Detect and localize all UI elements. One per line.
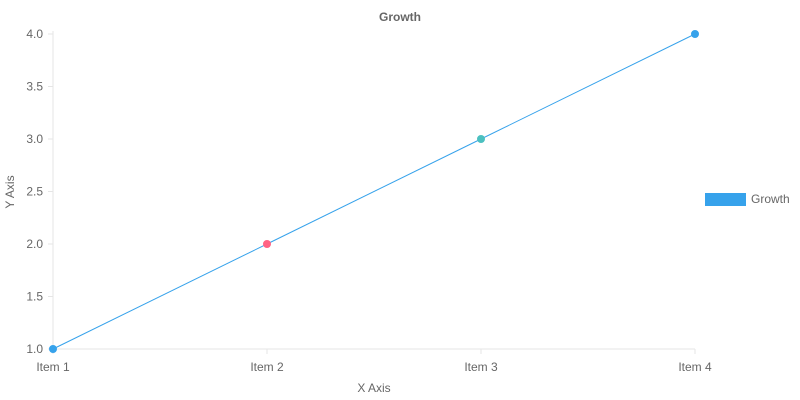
y-axis-title: Y Axis	[3, 175, 17, 208]
x-tick-label: Item 4	[678, 360, 712, 374]
x-tick-label: Item 3	[464, 360, 498, 374]
x-tick-label: Item 2	[250, 360, 284, 374]
legend-label: Growth	[751, 192, 790, 206]
data-point[interactable]	[49, 345, 57, 353]
y-tick-label: 1.5	[26, 290, 43, 304]
x-axis-title: X Axis	[357, 381, 390, 395]
legend[interactable]: Growth	[705, 192, 790, 206]
series-layer	[49, 30, 699, 353]
y-tick-label: 3.0	[26, 132, 43, 146]
legend-swatch	[705, 193, 746, 206]
y-tick-label: 3.5	[26, 80, 43, 94]
data-point[interactable]	[691, 30, 699, 38]
data-point[interactable]	[263, 240, 271, 248]
y-axis-ticks: 1.0 1.5 2.0 2.5 3.0 3.5 4.0	[26, 27, 53, 356]
y-tick-label: 2.5	[26, 185, 43, 199]
x-axis-ticks: Item 1 Item 2 Item 3 Item 4	[36, 349, 712, 374]
y-tick-label: 4.0	[26, 27, 43, 41]
chart-title: Growth	[379, 10, 421, 24]
data-point[interactable]	[477, 135, 485, 143]
y-tick-label: 2.0	[26, 237, 43, 251]
series-line	[52, 33, 696, 350]
x-tick-label: Item 1	[36, 360, 70, 374]
y-tick-label: 1.0	[26, 342, 43, 356]
